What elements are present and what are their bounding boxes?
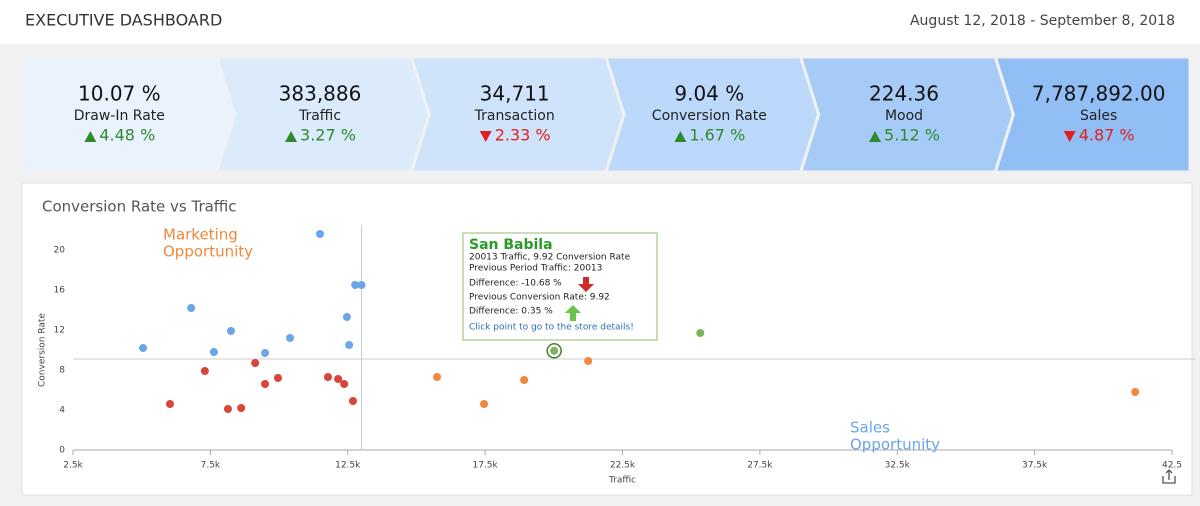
kpi-label: Sales (1080, 108, 1117, 124)
kpi-arrow (285, 131, 298, 142)
kpi-value: 34,711 (480, 82, 550, 106)
point[interactable] (1131, 388, 1140, 396)
y-tick-label: 0 (59, 446, 65, 456)
quadrant-label: Opportunity (850, 436, 940, 454)
x-axis-label: Traffic (608, 476, 636, 486)
point[interactable] (340, 380, 349, 388)
kpi-change: 4.87 % (1079, 126, 1135, 145)
point[interactable] (316, 230, 325, 238)
point[interactable] (187, 304, 196, 312)
point[interactable] (273, 374, 282, 382)
kpi-label: Transaction (474, 108, 555, 124)
kpi-label: Traffic (298, 108, 341, 124)
point[interactable] (323, 373, 332, 381)
y-tick-label: 8 (59, 366, 65, 376)
tooltip-link[interactable]: Click point to go to the store details! (469, 323, 634, 333)
kpi-arrow (479, 131, 492, 142)
point[interactable] (345, 341, 354, 349)
point[interactable] (286, 334, 295, 342)
quadrant-label: Opportunity (163, 243, 253, 261)
tooltip-line: Previous Period Traffic: 20013 (469, 264, 602, 274)
x-tick-label: 17.5k (472, 461, 498, 471)
tooltip-title: San Babila (469, 237, 553, 253)
y-tick-label: 12 (54, 326, 65, 336)
point[interactable] (209, 348, 218, 356)
point[interactable] (237, 404, 246, 412)
kpi-value: 7,787,892.00 (1032, 82, 1166, 106)
tooltip-line: Difference: -10.68 % (469, 279, 562, 289)
kpi-change: 3.27 % (300, 126, 356, 145)
kpi-value: 383,886 (279, 82, 362, 106)
point[interactable] (348, 397, 357, 405)
kpi-arrow (674, 131, 687, 142)
kpi-label: Draw-In Rate (74, 108, 165, 124)
up-arrow (565, 305, 581, 321)
scatter-chart: Conversion Rate vs Traffic Traffic Convers… (38, 198, 1195, 486)
point[interactable] (261, 380, 270, 388)
dashboard-title: EXECUTIVE DASHBOARD (25, 11, 222, 30)
point[interactable] (480, 400, 489, 408)
kpi-arrow (1063, 131, 1076, 142)
point[interactable] (696, 329, 705, 337)
x-tick-label: 7.5k (201, 461, 221, 471)
y-tick-label: 4 (59, 406, 65, 416)
kpi-change: 1.67 % (689, 126, 745, 145)
tooltip-line: Difference: 0.35 % (469, 307, 553, 317)
kpi-arrow (869, 131, 882, 142)
point[interactable] (261, 349, 270, 357)
point[interactable] (251, 359, 260, 367)
x-tick-label: 42.5 (1162, 461, 1182, 471)
kpi-value: 10.07 % (78, 82, 161, 106)
point[interactable] (165, 400, 174, 408)
x-tick-label: 32.5k (885, 461, 911, 471)
kpi-change: 5.12 % (884, 126, 940, 145)
tooltip-line: Previous Conversion Rate: 9.92 (469, 293, 610, 303)
x-tick-label: 22.5k (610, 461, 636, 471)
kpi-label: Conversion Rate (652, 108, 767, 124)
point[interactable] (351, 281, 360, 289)
x-tick-label: 12.5k (335, 461, 361, 471)
kpi-value: 224.36 (869, 82, 939, 106)
point[interactable] (433, 373, 442, 381)
kpi-change: 4.48 % (99, 126, 155, 145)
chart-title: Conversion Rate vs Traffic (42, 198, 237, 216)
kpi-arrow (84, 131, 97, 142)
date-range: August 12, 2018 - September 8, 2018 (910, 13, 1175, 29)
x-tick-label: 27.5k (747, 461, 773, 471)
header-bar (0, 0, 1200, 44)
point[interactable] (200, 367, 209, 375)
kpi-change: 2.33 % (495, 126, 551, 145)
quadrant-label: Marketing (163, 226, 238, 244)
point[interactable] (342, 313, 351, 321)
point[interactable] (223, 405, 232, 413)
x-tick-label: 37.5k (1022, 461, 1048, 471)
kpi-tile (993, 55, 1192, 174)
point[interactable] (334, 375, 343, 383)
kpi-value: 9.04 % (674, 82, 744, 106)
kpi-row: 10.07 % Draw-In Rate 4.48 % 383,886 Traffic 3… (20, 55, 1192, 174)
quadrant-label: Sales (850, 419, 890, 437)
tooltip-box (462, 232, 658, 341)
x-tick-label: 2.5k (63, 461, 83, 471)
point[interactable] (357, 281, 366, 289)
kpi-label: Mood (885, 108, 923, 124)
highlight-ring (546, 343, 562, 359)
export-icon[interactable] (1162, 469, 1176, 484)
y-tick-label: 16 (54, 286, 66, 296)
point[interactable] (520, 376, 529, 384)
y-tick-label: 20 (54, 246, 66, 256)
point[interactable] (584, 357, 593, 365)
point[interactable] (139, 344, 148, 352)
tooltip-line: 20013 Traffic, 9.92 Conversion Rate (469, 253, 631, 263)
point[interactable] (226, 327, 235, 335)
down-arrow (578, 277, 594, 292)
y-axis-label: Conversion Rate (38, 313, 48, 387)
point[interactable] (550, 346, 559, 355)
